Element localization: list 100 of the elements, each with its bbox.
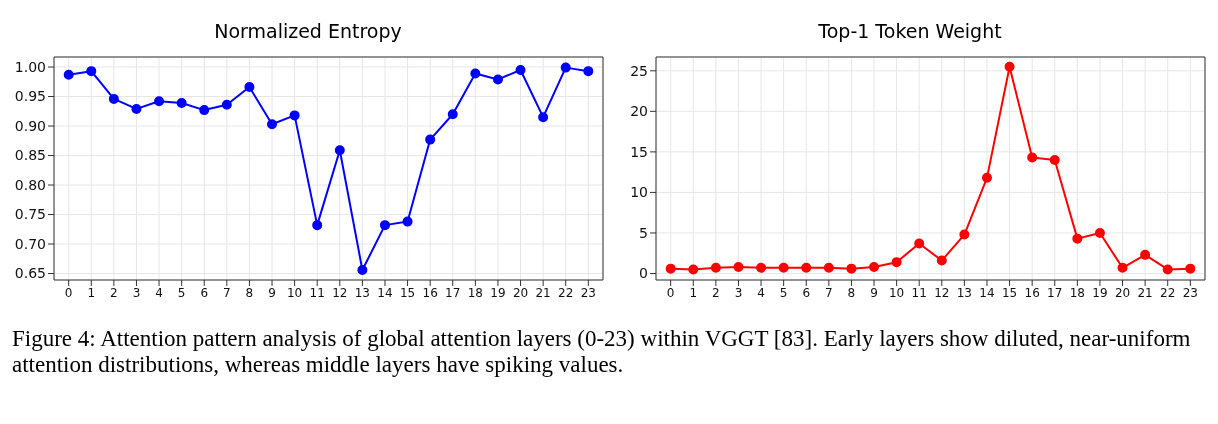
y-tick-label: 0.95 bbox=[14, 88, 46, 105]
point bbox=[583, 66, 594, 77]
point bbox=[688, 264, 699, 275]
x-tick-label: 12 bbox=[934, 285, 950, 300]
x-tick-label: 14 bbox=[377, 285, 393, 300]
x-tick-label: 2 bbox=[110, 285, 118, 300]
x-tick-label: 21 bbox=[1137, 285, 1153, 300]
x-tick-label: 6 bbox=[802, 285, 811, 300]
chart-title: Normalized Entropy bbox=[213, 19, 403, 44]
x-tick-label: 8 bbox=[847, 285, 856, 300]
point bbox=[402, 216, 413, 227]
x-tick-label: 21 bbox=[535, 285, 551, 300]
point bbox=[1072, 233, 1083, 244]
x-tick-label: 19 bbox=[490, 285, 506, 300]
x-tick-label: 22 bbox=[1160, 285, 1176, 300]
point bbox=[914, 238, 925, 249]
x-tick-label: 15 bbox=[1001, 285, 1018, 300]
point bbox=[733, 262, 744, 273]
x-tick-label: 8 bbox=[245, 285, 254, 300]
point bbox=[756, 262, 767, 273]
x-tick-label: 13 bbox=[354, 285, 371, 300]
point bbox=[1185, 263, 1196, 274]
point bbox=[891, 257, 902, 268]
x-tick-label: 16 bbox=[422, 285, 438, 300]
x-tick-label: 2 bbox=[712, 285, 720, 300]
x-tick-label: 15 bbox=[399, 285, 416, 300]
point bbox=[665, 263, 676, 274]
x-tick-label: 18 bbox=[467, 285, 483, 300]
point bbox=[1004, 61, 1015, 72]
x-tick-label: 17 bbox=[1047, 285, 1063, 300]
x-tick-label: 5 bbox=[779, 285, 788, 300]
point bbox=[221, 99, 232, 110]
point bbox=[379, 220, 390, 231]
x-tick-label: 23 bbox=[1182, 285, 1198, 300]
y-tick-label: 1.00 bbox=[14, 59, 46, 75]
point bbox=[710, 262, 721, 273]
x-tick-label: 1 bbox=[87, 285, 96, 300]
x-tick-label: 4 bbox=[757, 285, 765, 300]
x-tick-label: 1 bbox=[689, 285, 698, 300]
point bbox=[1027, 152, 1038, 163]
point bbox=[199, 105, 210, 116]
y-tick-label: 0.85 bbox=[14, 147, 46, 164]
point bbox=[131, 103, 142, 114]
point bbox=[778, 262, 789, 273]
x-tick-label: 4 bbox=[155, 285, 163, 300]
point bbox=[959, 229, 970, 240]
x-tick-label: 11 bbox=[911, 285, 927, 300]
point bbox=[1094, 227, 1105, 238]
x-tick-label: 14 bbox=[979, 285, 995, 300]
point bbox=[981, 172, 992, 183]
x-tick-label: 3 bbox=[734, 285, 743, 300]
x-tick-label: 5 bbox=[177, 285, 186, 300]
y-tick-label: 15 bbox=[630, 143, 648, 160]
point bbox=[176, 98, 187, 109]
x-tick-label: 3 bbox=[132, 285, 141, 300]
point bbox=[823, 262, 834, 273]
point bbox=[312, 220, 323, 231]
y-tick-label: 0.80 bbox=[14, 176, 46, 193]
x-tick-label: 10 bbox=[286, 285, 303, 300]
x-tick-label: 7 bbox=[825, 285, 833, 300]
x-tick-label: 16 bbox=[1024, 285, 1040, 300]
x-tick-label: 23 bbox=[580, 285, 596, 300]
chart-title: Top-1 Token Weight bbox=[817, 19, 1003, 44]
y-tick-label: 0.75 bbox=[14, 206, 46, 223]
point bbox=[86, 66, 97, 77]
point bbox=[267, 119, 278, 130]
y-tick-label: 0.90 bbox=[14, 117, 46, 134]
x-tick-label: 11 bbox=[309, 285, 325, 300]
point bbox=[492, 74, 503, 85]
y-tick-label: 25 bbox=[630, 62, 648, 79]
y-tick-label: 5 bbox=[639, 224, 648, 241]
point bbox=[154, 96, 165, 107]
x-tick-label: 20 bbox=[1114, 285, 1131, 300]
y-tick-label: 20 bbox=[630, 103, 648, 120]
point bbox=[334, 145, 345, 156]
point bbox=[447, 109, 458, 120]
y-tick-label: 10 bbox=[630, 184, 648, 201]
y-tick-label: 0 bbox=[639, 265, 648, 282]
x-tick-label: 6 bbox=[200, 285, 209, 300]
x-tick-label: 7 bbox=[223, 285, 231, 300]
x-tick-label: 9 bbox=[268, 285, 276, 300]
caption: Figure 4: Attention pattern analysis of global attention layers (0-23) within VGGT [83]. Early layers show diluted, near-uniform attention distributions, whereas middle layers have spiking values. bbox=[11, 325, 1192, 378]
x-tick-label: 9 bbox=[870, 285, 878, 300]
point bbox=[63, 69, 74, 80]
point bbox=[470, 68, 481, 79]
x-tick-label: 0 bbox=[666, 285, 675, 300]
point bbox=[936, 255, 947, 266]
x-tick-label: 22 bbox=[558, 285, 574, 300]
point bbox=[869, 262, 880, 273]
point bbox=[289, 110, 300, 121]
point bbox=[425, 134, 436, 145]
x-tick-label: 17 bbox=[445, 285, 461, 300]
x-tick-label: 12 bbox=[332, 285, 348, 300]
x-tick-label: 19 bbox=[1092, 285, 1108, 300]
y-tick-label: 0.65 bbox=[14, 265, 46, 282]
point bbox=[1117, 262, 1128, 273]
point bbox=[801, 262, 812, 273]
x-tick-label: 20 bbox=[512, 285, 529, 300]
point bbox=[846, 263, 857, 274]
point bbox=[357, 264, 368, 275]
